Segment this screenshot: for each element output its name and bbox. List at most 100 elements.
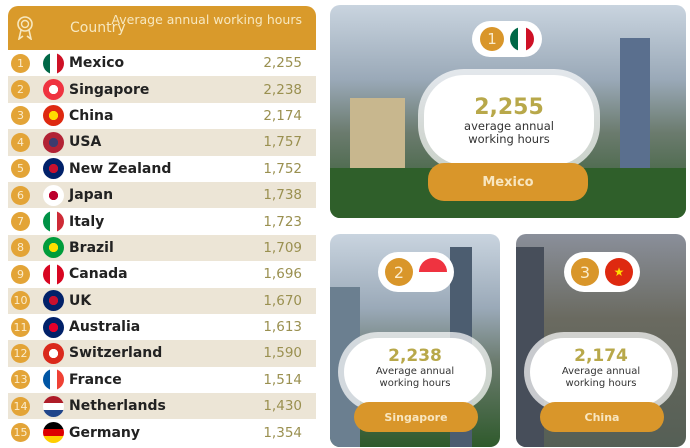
rank-number: 1 [480,27,504,51]
rank-badge: 8 [11,238,30,258]
hours-value: 1,613 [263,319,302,336]
country-name: Mexico [69,55,125,72]
rank-badge: 2 [378,252,454,292]
country-name: Brazil [69,239,114,256]
rank-badge: 6 [11,185,30,205]
rank-badge: 3 [11,106,30,126]
rank-number: 3 [571,258,599,286]
country-name: Netherlands [69,398,166,415]
country-name: UK [69,292,92,309]
uk-flag-icon [43,290,64,312]
rank-badge: 7 [11,212,30,232]
table-row: 2 Singapore 2,238 [8,76,316,103]
mexico-flag-icon [510,27,534,51]
rank-badge: 9 [11,264,30,284]
hours-label: average annual working hours [464,119,554,147]
panel-singapore: 2 2,238 Average annual working hours Sin… [330,234,500,447]
table-row: 1 Mexico 2,255 [8,50,316,76]
table-row: 12 Switzerland 1,590 [8,340,316,367]
rank-badge: 13 [11,370,30,390]
stat-cloud: 2,174 Average annual working hours [530,338,672,406]
rank-badge: 1 [472,21,542,57]
rank-badge: 4 [11,132,30,152]
rank-badge: 12 [11,343,30,363]
country-name: Japan [69,187,114,204]
country-name: France [69,371,122,388]
hours-value: 2,255 [263,55,302,72]
canada-flag-icon [43,263,64,285]
table-row: 10 UK 1,670 [8,287,316,314]
hours-value: 1,430 [263,398,302,415]
rank-badge: 5 [11,159,30,179]
switzerland-flag-icon [43,342,64,364]
hours-label: Average annual working hours [375,366,455,389]
medal-icon [17,16,33,40]
hours-column-header: Average annual working hours [111,12,302,27]
hours-value: 1,752 [263,160,302,177]
hours-value: 1,723 [263,213,302,230]
hours-value: 2,238 [263,81,302,98]
country-label: China [540,402,664,432]
table-row: 6 Japan 1,738 [8,181,316,209]
china-flag-icon [43,105,64,127]
hours-value: 1,670 [263,292,302,309]
table-row: 3 China 2,174 [8,103,316,129]
table-header: Country Average annual working hours [8,6,316,50]
rank-number: 2 [385,258,413,286]
panel-china: 3 ★ 2,174 Average annual working hours C… [516,234,686,447]
country-label: Singapore [354,402,478,432]
hours-value: 2,174 [263,107,302,124]
country-name: Singapore [69,81,150,98]
stat-cloud: 2,238 Average annual working hours [344,338,486,406]
country-label: Mexico [428,163,588,201]
hours-value: 1,354 [263,424,302,441]
country-name: Switzerland [69,345,163,362]
italy-flag-icon [43,211,64,233]
netherlands-flag-icon [43,395,64,417]
hours-value: 2,238 [388,346,442,366]
country-name: Australia [69,319,141,336]
table-row: 8 Brazil 1,709 [8,234,316,262]
table-body: 1 Mexico 2,255 2 Singapore 2,238 3 China 2… [8,50,316,446]
table-row: 9 Canada 1,696 [8,261,316,287]
rank-badge: 1 [11,53,30,73]
country-name: China [69,107,114,124]
table-row: 5 New Zealand 1,752 [8,156,316,182]
hours-value: 2,255 [474,95,544,120]
hours-value: 1,738 [263,187,302,204]
country-name: Italy [69,213,105,230]
country-name: USA [69,134,102,151]
rank-badge: 3 ★ [564,252,640,292]
singapore-flag-icon [419,258,447,286]
hours-value: 1,514 [263,371,302,388]
france-flag-icon [43,369,64,391]
hours-value: 2,174 [574,346,628,366]
stat-cloud: 2,255 average annual working hours [424,75,594,165]
japan-flag-icon [43,184,64,206]
table-row: 7 Italy 1,723 [8,208,316,234]
country-column-header: Country [70,20,126,36]
rank-badge: 15 [11,423,30,443]
table-row: 14 Netherlands 1,430 [8,393,316,420]
rank-badge: 11 [11,317,30,337]
country-name: Canada [69,266,128,283]
table-row: 13 France 1,514 [8,367,316,393]
country-name: Germany [69,424,141,441]
ranking-table: Country Average annual working hours 1 M… [8,6,316,446]
singapore-flag-icon [43,79,64,101]
rank-badge: 2 [11,80,30,100]
panel-mexico: 1 2,255 average annual working hours Mex… [330,5,686,218]
hours-value: 1,757 [263,134,302,151]
usa-flag-icon [43,131,64,153]
hours-label: Average annual working hours [561,366,641,389]
rank-badge: 14 [11,396,30,416]
germany-flag-icon [43,422,64,444]
table-row: 4 USA 1,757 [8,129,316,156]
hours-value: 1,696 [263,266,302,283]
table-row: 15 Germany 1,354 [8,419,316,445]
hours-value: 1,709 [263,239,302,256]
rank-badge: 10 [11,291,30,311]
mexico-flag-icon [43,52,64,74]
brazil-flag-icon [43,237,64,259]
new-zealand-flag-icon [43,158,64,180]
